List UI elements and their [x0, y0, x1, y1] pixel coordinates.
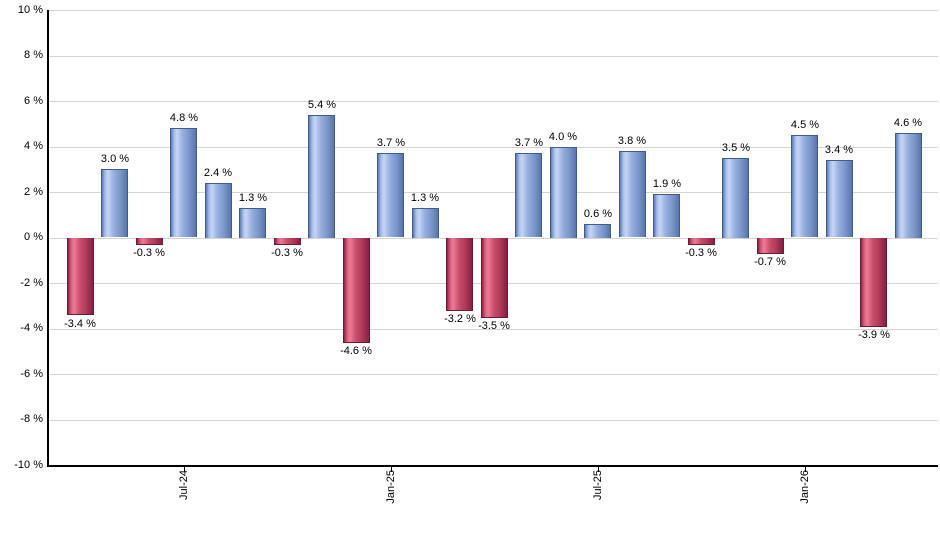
bar-value-label: 5.4 %: [307, 99, 337, 111]
y-axis-tick-label: 10 %: [17, 4, 43, 16]
y-axis-tick-label: -2 %: [20, 277, 43, 289]
bar-value-label: -0.3 %: [133, 247, 165, 259]
bar-negative: [481, 238, 508, 318]
bar-value-label: 3.0 %: [100, 153, 130, 165]
bar-value-label: 4.5 %: [790, 119, 820, 131]
x-axis-tick-label: Jul-25: [592, 470, 604, 500]
bar-positive: [239, 208, 266, 238]
x-axis-tick-label: Jul-24: [178, 470, 190, 500]
bar-value-label: 1.3 %: [238, 192, 268, 204]
gridline: [49, 374, 938, 375]
bar-positive: [791, 135, 818, 237]
bar-value-label: 1.3 %: [410, 192, 440, 204]
bar-value-label: 4.8 %: [169, 112, 199, 124]
bar-value-label: 3.7 %: [514, 137, 544, 149]
bar-positive: [101, 169, 128, 237]
x-axis-tick-label: Jan-25: [385, 470, 397, 504]
bar-positive: [722, 158, 749, 238]
bar-value-label: -0.7 %: [754, 256, 786, 268]
bar-value-label: -0.3 %: [685, 247, 717, 259]
bar-value-label: 3.5 %: [721, 142, 751, 154]
x-axis-line: [47, 465, 938, 467]
bar-positive: [205, 183, 232, 238]
bar-value-label: -3.2 %: [444, 313, 476, 325]
bar-value-label: -3.4 %: [64, 318, 96, 330]
gridline: [49, 10, 938, 11]
bar-positive: [412, 208, 439, 238]
bar-positive: [308, 115, 335, 238]
bar-positive: [170, 128, 197, 237]
y-axis-tick-label: -6 %: [20, 368, 43, 380]
gridline: [49, 101, 938, 102]
bar-negative: [343, 238, 370, 343]
y-axis-tick-label: 0 %: [24, 231, 43, 243]
gridline: [49, 329, 938, 330]
y-axis-tick-label: -8 %: [20, 413, 43, 425]
bar-value-label: 1.9 %: [652, 178, 682, 190]
gridline: [49, 192, 938, 193]
gridline: [49, 147, 938, 148]
y-axis-tick-label: 8 %: [24, 49, 43, 61]
bar-positive: [377, 153, 404, 237]
bar-positive: [619, 151, 646, 237]
bar-positive: [895, 133, 922, 238]
y-axis-tick-label: 6 %: [24, 95, 43, 107]
bar-negative: [136, 238, 163, 245]
bar-positive: [515, 153, 542, 237]
bar-value-label: -3.9 %: [858, 329, 890, 341]
x-axis-tick: [598, 467, 599, 472]
bar-value-label: 4.6 %: [893, 117, 923, 129]
bar-negative: [446, 238, 473, 311]
y-axis-tick-label: -4 %: [20, 322, 43, 334]
bar-value-label: 4.0 %: [548, 131, 578, 143]
bar-value-label: 3.4 %: [824, 144, 854, 156]
bar-positive: [826, 160, 853, 237]
bar-negative: [860, 238, 887, 327]
bar-negative: [274, 238, 301, 245]
bar-value-label: -4.6 %: [340, 345, 372, 357]
gridline: [49, 56, 938, 57]
bar-value-label: 3.7 %: [376, 137, 406, 149]
x-axis-tick: [184, 467, 185, 472]
bar-value-label: -0.3 %: [271, 247, 303, 259]
y-axis-tick-label: 2 %: [24, 186, 43, 198]
bar-negative: [688, 238, 715, 245]
gridline: [49, 420, 938, 421]
y-axis-tick-label: -10 %: [14, 459, 43, 471]
y-axis-line: [47, 10, 49, 467]
y-axis-tick-label: 4 %: [24, 140, 43, 152]
bar-negative: [67, 238, 94, 315]
x-axis-tick: [805, 467, 806, 472]
x-axis-tick-label: Jan-26: [799, 470, 811, 504]
bar-positive: [584, 224, 611, 238]
bar-negative: [757, 238, 784, 254]
bar-value-label: 0.6 %: [583, 208, 613, 220]
bar-value-label: 3.8 %: [617, 135, 647, 147]
bar-positive: [653, 194, 680, 237]
bar-value-label: -3.5 %: [478, 320, 510, 332]
bar-value-label: 2.4 %: [203, 167, 233, 179]
bar-positive: [550, 147, 577, 238]
x-axis-tick: [391, 467, 392, 472]
